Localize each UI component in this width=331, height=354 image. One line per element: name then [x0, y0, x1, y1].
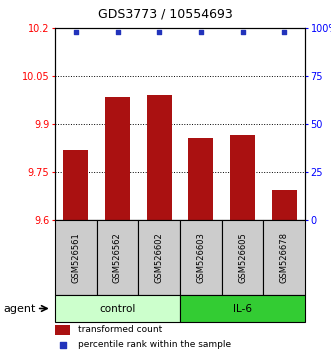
Text: transformed count: transformed count — [77, 325, 162, 335]
Text: percentile rank within the sample: percentile rank within the sample — [77, 340, 231, 349]
Bar — [147, 95, 172, 220]
Bar — [272, 190, 297, 220]
Point — [73, 29, 78, 35]
Text: GSM526678: GSM526678 — [280, 232, 289, 283]
Text: IL-6: IL-6 — [233, 303, 252, 314]
Bar — [188, 138, 213, 220]
Point — [282, 29, 287, 35]
Bar — [138, 220, 180, 295]
Bar — [180, 220, 222, 295]
Bar — [97, 220, 138, 295]
Text: control: control — [99, 303, 136, 314]
Bar — [263, 220, 305, 295]
Text: GSM526561: GSM526561 — [71, 232, 80, 283]
Text: GSM526603: GSM526603 — [196, 232, 205, 283]
Point — [157, 29, 162, 35]
Bar — [63, 150, 88, 220]
Text: GSM526562: GSM526562 — [113, 232, 122, 283]
Bar — [105, 97, 130, 220]
Bar — [55, 295, 180, 322]
Bar — [55, 325, 70, 335]
Text: GDS3773 / 10554693: GDS3773 / 10554693 — [98, 8, 233, 21]
Point — [60, 342, 65, 348]
Text: agent: agent — [3, 303, 36, 314]
Bar — [55, 220, 97, 295]
Point — [115, 29, 120, 35]
Text: GSM526602: GSM526602 — [155, 232, 164, 283]
Point — [198, 29, 204, 35]
Bar — [222, 220, 263, 295]
Point — [240, 29, 245, 35]
Bar — [230, 135, 255, 220]
Text: GSM526605: GSM526605 — [238, 232, 247, 283]
Bar — [180, 295, 305, 322]
